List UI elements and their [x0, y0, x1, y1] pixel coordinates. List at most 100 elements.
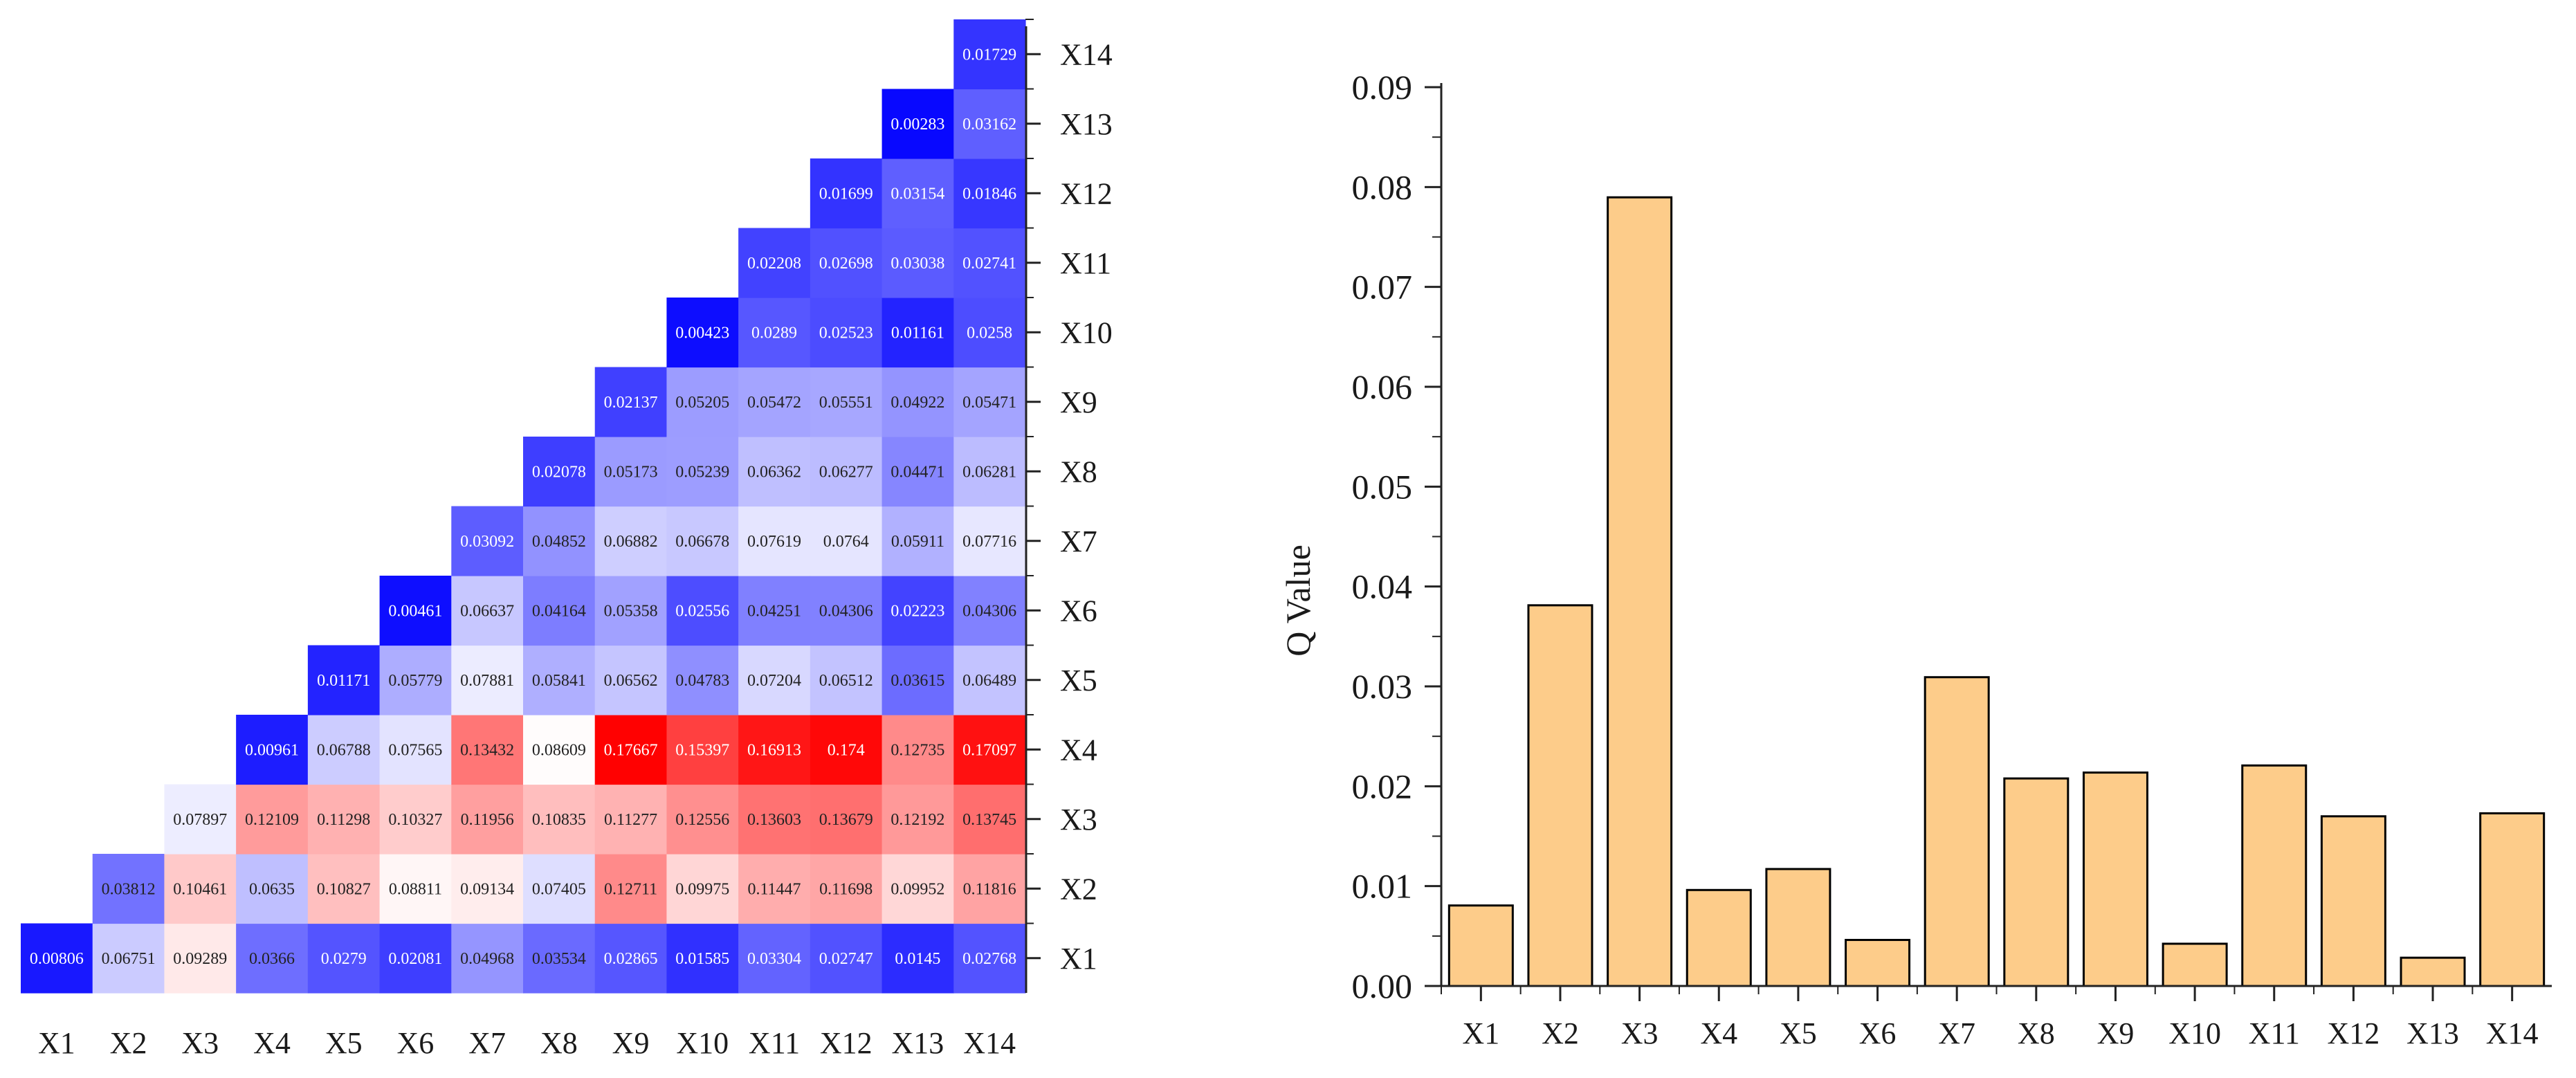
heatmap-cell-label: 0.17667 — [604, 741, 658, 759]
heatmap-cell-label: 0.06637 — [460, 602, 514, 620]
heatmap-cell-label: 0.05173 — [604, 463, 658, 481]
heatmap-cell-label: 0.01729 — [962, 46, 1016, 64]
heatmap-cell — [451, 645, 524, 715]
x-tick-label: X11 — [2249, 1016, 2300, 1050]
heatmap-cell — [810, 437, 883, 507]
heatmap-cell-label: 0.11698 — [819, 880, 873, 898]
heatmap-cell — [523, 576, 596, 646]
heatmap-cell-label: 0.0289 — [751, 324, 797, 342]
heatmap-cell-label: 0.02137 — [604, 394, 658, 412]
heatmap-cell — [738, 228, 811, 298]
y-axis-title: Q Value — [1279, 545, 1317, 657]
x-tick-label: X10 — [2168, 1016, 2221, 1050]
x-tick-label: X4 — [1700, 1016, 1737, 1050]
x-tick-label: X3 — [1621, 1016, 1659, 1050]
heatmap-cell — [594, 506, 668, 576]
heatmap-cell-label: 0.11447 — [747, 880, 801, 898]
heatmap-cell-label: 0.174 — [828, 741, 865, 759]
heatmap-x-tick-label: X11 — [749, 1026, 800, 1060]
heatmap-cell-label: 0.05205 — [675, 394, 729, 412]
heatmap-cell-label: 0.00423 — [675, 324, 729, 342]
heatmap-y-tick-label: X7 — [1060, 524, 1097, 558]
heatmap-cell — [236, 923, 309, 994]
heatmap-cell — [738, 923, 811, 994]
heatmap-cell — [881, 715, 954, 785]
heatmap-cell — [451, 576, 524, 646]
heatmap-cell-label: 0.0764 — [823, 533, 869, 551]
heatmap-cell — [881, 89, 954, 159]
heatmap-cell — [881, 854, 954, 924]
heatmap-y-tick-label: X4 — [1060, 733, 1097, 767]
heatmap-cell — [953, 89, 1026, 159]
heatmap-cell-label: 0.11298 — [317, 811, 370, 829]
heatmap-cell-label: 0.04852 — [532, 533, 586, 551]
heatmap-cell — [21, 923, 93, 994]
heatmap-y-tick-label: X13 — [1060, 107, 1113, 141]
heatmap-cell-label: 0.13745 — [962, 811, 1016, 829]
heatmap-cell-label: 0.06788 — [317, 741, 371, 759]
heatmap-cell — [953, 645, 1026, 715]
heatmap-cell — [881, 437, 954, 507]
heatmap-cell-label: 0.12735 — [890, 741, 944, 759]
heatmap-cell-label: 0.17097 — [962, 741, 1016, 759]
heatmap-cell — [738, 715, 811, 785]
heatmap-cell — [307, 923, 381, 994]
x-tick-label: X6 — [1859, 1016, 1897, 1050]
heatmap-cell-label: 0.04968 — [460, 950, 514, 968]
heatmap-cell — [307, 784, 381, 855]
heatmap-cell-label: 0.02741 — [962, 255, 1016, 273]
heatmap-cell-label: 0.00461 — [388, 602, 442, 620]
heatmap-cell-label: 0.02208 — [747, 255, 801, 273]
bar — [1527, 604, 1593, 987]
heatmap-cell — [953, 228, 1026, 298]
heatmap-cell — [738, 367, 811, 437]
heatmap-cell-label: 0.03304 — [747, 950, 801, 968]
heatmap-x-tick-label: X2 — [110, 1026, 147, 1060]
heatmap-y-tick-label: X14 — [1060, 37, 1113, 71]
heatmap-x-tick-label: X6 — [397, 1026, 435, 1060]
heatmap-cell-label: 0.16913 — [747, 741, 801, 759]
heatmap-cell-label: 0.09952 — [890, 880, 944, 898]
heatmap-cell — [594, 923, 668, 994]
heatmap-cell-label: 0.02747 — [819, 950, 873, 968]
heatmap-cell — [451, 784, 524, 855]
heatmap-y-tick-label: X3 — [1060, 803, 1097, 837]
heatmap-cell — [953, 854, 1026, 924]
x-tick-label: X13 — [2406, 1016, 2459, 1050]
heatmap-cell-label: 0.05779 — [388, 672, 442, 690]
heatmap-cell — [666, 576, 739, 646]
heatmap-cell — [881, 923, 954, 994]
heatmap-cell — [236, 854, 309, 924]
bar — [2003, 777, 2070, 987]
bar — [1607, 196, 1673, 987]
y-tick-label: 0.05 — [1352, 467, 1413, 506]
heatmap-cell-label: 0.00961 — [245, 741, 299, 759]
heatmap-cell — [379, 576, 452, 646]
heatmap-cell-label: 0.02078 — [532, 463, 586, 481]
heatmap-cell-label: 0.05472 — [747, 394, 801, 412]
heatmap-cell-label: 0.03615 — [890, 672, 944, 690]
heatmap-cell — [881, 298, 954, 368]
bar — [2162, 942, 2228, 987]
heatmap-cell-label: 0.08609 — [532, 741, 586, 759]
heatmap-cell-label: 0.10461 — [173, 880, 227, 898]
y-tick-label: 0.03 — [1352, 667, 1413, 706]
x-tick-label: X5 — [1780, 1016, 1817, 1050]
heatmap-x-tick-label: X14 — [963, 1026, 1016, 1060]
heatmap-cell-label: 0.02556 — [675, 602, 729, 620]
heatmap-cell-label: 0.12192 — [890, 811, 944, 829]
heatmap-cell — [307, 715, 381, 785]
heatmap-cell-label: 0.03162 — [962, 116, 1016, 134]
heatmap-cell-label: 0.04164 — [532, 602, 586, 620]
heatmap-cell — [666, 298, 739, 368]
heatmap-chart: 0.00806 0.06751 0.03812 0.09289 0.10461 0.078… — [21, 19, 1113, 1060]
heatmap-x-tick-label: X8 — [540, 1026, 578, 1060]
heatmap-cell — [594, 854, 668, 924]
heatmap-cell-label: 0.12711 — [604, 880, 657, 898]
heatmap-cell — [594, 367, 668, 437]
heatmap-cell-label: 0.07716 — [962, 533, 1016, 551]
heatmap-cell-label: 0.01171 — [317, 672, 370, 690]
heatmap-y-tick-label: X1 — [1060, 942, 1097, 976]
heatmap-cell-label: 0.0279 — [321, 950, 367, 968]
